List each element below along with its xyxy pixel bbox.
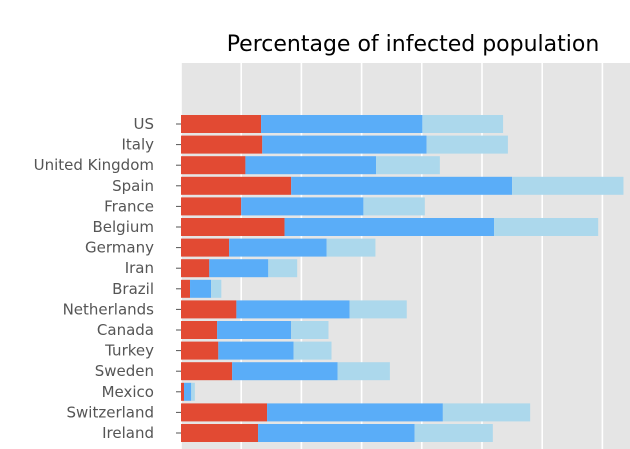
y-tick-label: United Kingdom bbox=[34, 156, 154, 174]
bars-group bbox=[181, 115, 624, 442]
bar-sweden-segment-2 bbox=[232, 362, 338, 381]
bar-spain-segment-3 bbox=[512, 176, 624, 195]
bar-germany-segment-1 bbox=[181, 238, 230, 257]
y-tick-label: Germany bbox=[85, 239, 154, 257]
bar-france-segment-2 bbox=[241, 197, 364, 216]
bar-turkey-segment-1 bbox=[181, 341, 219, 360]
bar-canada-segment-1 bbox=[181, 321, 218, 339]
y-tick-label: Mexico bbox=[102, 383, 154, 401]
bar-belgium-segment-3 bbox=[494, 218, 599, 236]
y-tick-label: Italy bbox=[121, 136, 154, 154]
bar-belgium-segment-2 bbox=[284, 218, 495, 236]
bar-belgium-segment-1 bbox=[181, 218, 285, 236]
y-tick-label: Iran bbox=[125, 259, 154, 277]
bar-canada-segment-2 bbox=[217, 321, 292, 339]
y-tick-label: Spain bbox=[112, 177, 154, 195]
bar-italy-segment-2 bbox=[262, 135, 427, 154]
bar-turkey-segment-3 bbox=[293, 341, 332, 360]
y-tick-label: Netherlands bbox=[63, 300, 155, 318]
bar-ireland-segment-1 bbox=[181, 424, 259, 442]
bar-mexico-segment-3 bbox=[191, 382, 195, 401]
y-tick-label: Turkey bbox=[104, 342, 154, 360]
chart-title: Percentage of infected population bbox=[227, 32, 600, 57]
bar-mexico-segment-2 bbox=[184, 382, 192, 401]
bar-united-kingdom-segment-1 bbox=[181, 156, 246, 175]
bar-iran-segment-2 bbox=[209, 259, 269, 278]
y-tick-label: France bbox=[104, 197, 154, 215]
bar-switzerland-segment-2 bbox=[267, 403, 443, 422]
bar-mexico-segment-1 bbox=[181, 382, 185, 401]
bar-us-segment-2 bbox=[261, 115, 423, 133]
bar-switzerland-segment-1 bbox=[181, 403, 268, 422]
y-tick-label: Ireland bbox=[102, 424, 154, 442]
bar-spain-segment-1 bbox=[181, 176, 292, 195]
y-tick-label: US bbox=[133, 115, 154, 133]
bar-france-segment-3 bbox=[363, 197, 425, 216]
y-tick-label: Switzerland bbox=[67, 403, 155, 421]
bar-switzerland-segment-3 bbox=[442, 403, 531, 422]
bar-netherlands-segment-3 bbox=[349, 300, 407, 319]
y-axis-ticks: US Italy United Kingdom Spain France Belgium G… bbox=[34, 115, 181, 442]
bar-germany-segment-3 bbox=[326, 238, 376, 257]
bar-brazil-segment-1 bbox=[181, 279, 191, 298]
bar-iran-segment-3 bbox=[268, 259, 298, 278]
bar-brazil-segment-2 bbox=[190, 279, 212, 298]
bar-sweden-segment-1 bbox=[181, 362, 233, 381]
bar-us-segment-1 bbox=[181, 115, 262, 133]
bar-united-kingdom-segment-2 bbox=[245, 156, 377, 175]
y-tick-label: Brazil bbox=[112, 280, 154, 298]
bar-ireland-segment-2 bbox=[258, 424, 415, 442]
bar-brazil-segment-3 bbox=[211, 279, 222, 298]
bar-united-kingdom-segment-3 bbox=[376, 156, 440, 175]
bar-turkey-segment-2 bbox=[218, 341, 294, 360]
bar-spain-segment-2 bbox=[291, 176, 513, 195]
y-tick-label: Belgium bbox=[93, 218, 155, 236]
bar-canada-segment-3 bbox=[291, 321, 329, 339]
bar-netherlands-segment-2 bbox=[236, 300, 350, 319]
bar-sweden-segment-3 bbox=[337, 362, 390, 381]
bar-ireland-segment-3 bbox=[414, 424, 493, 442]
bar-germany-segment-2 bbox=[229, 238, 327, 257]
bar-us-segment-3 bbox=[422, 115, 504, 133]
bar-france-segment-1 bbox=[181, 197, 242, 216]
y-tick-label: Canada bbox=[97, 321, 154, 339]
y-tick-label: Sweden bbox=[95, 362, 154, 380]
bar-italy-segment-1 bbox=[181, 135, 263, 154]
bar-netherlands-segment-1 bbox=[181, 300, 237, 319]
bar-iran-segment-1 bbox=[181, 259, 210, 278]
bar-italy-segment-3 bbox=[426, 135, 508, 154]
